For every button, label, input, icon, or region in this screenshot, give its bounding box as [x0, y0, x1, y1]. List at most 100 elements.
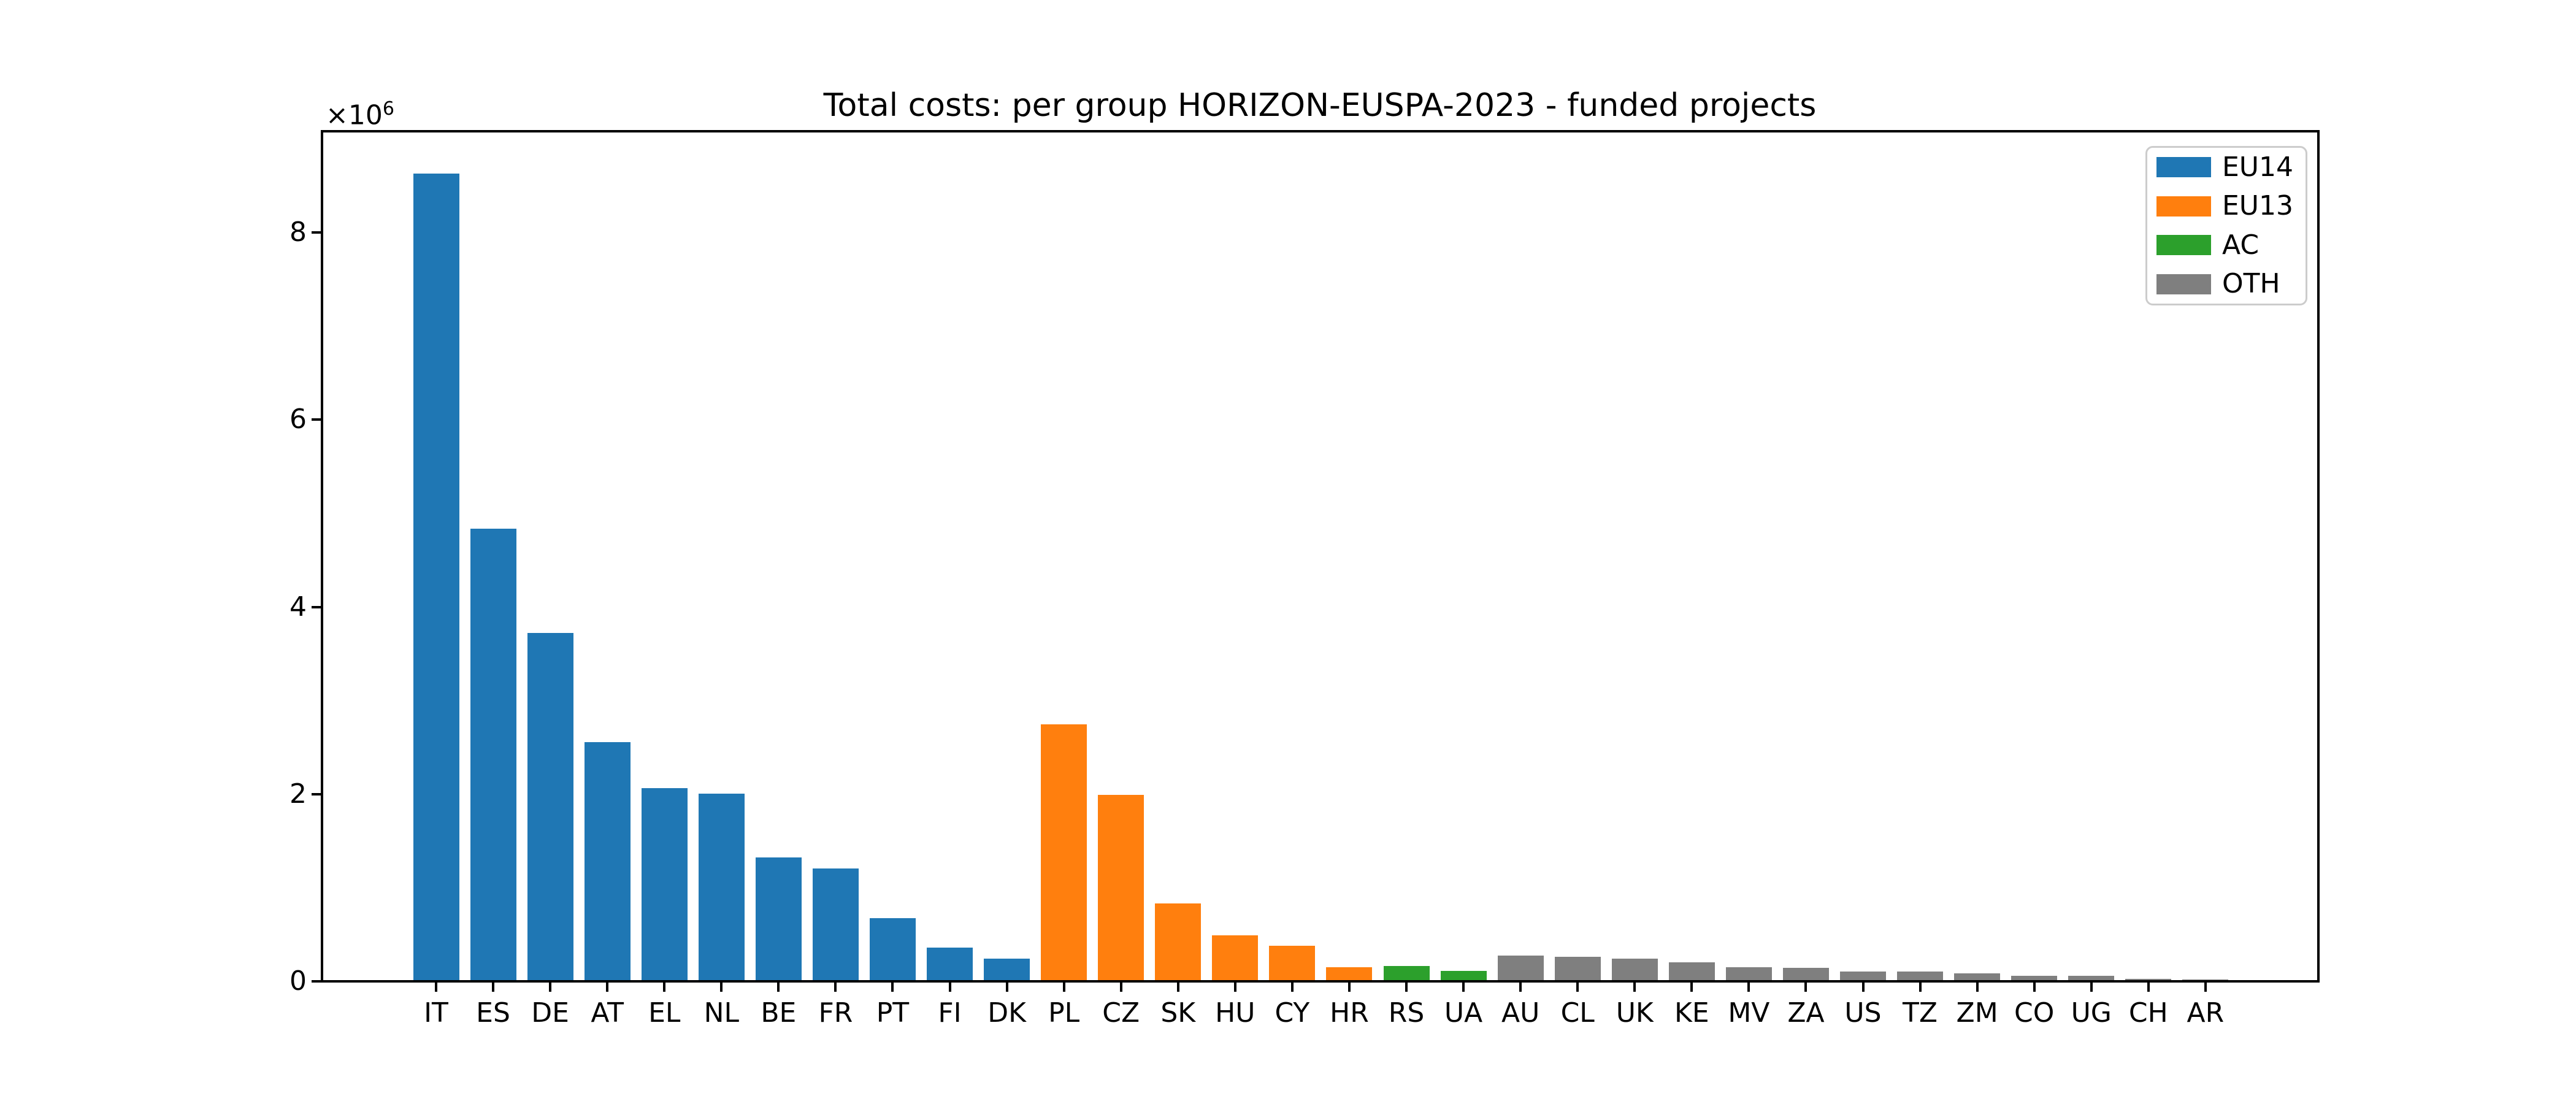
bar-TZ: [1897, 972, 1944, 980]
x-tick-US: [1861, 983, 1865, 992]
bar-AU: [1497, 956, 1544, 980]
y-tick-label-4: 4: [289, 591, 307, 623]
x-tick-label-DK: DK: [987, 997, 1026, 1029]
legend-row-AC: AC: [2147, 226, 2306, 265]
bar-AT: [584, 742, 631, 980]
x-tick-KE: [1690, 983, 1693, 992]
x-tick-CL: [1576, 983, 1579, 992]
x-tick-label-TZ: TZ: [1903, 997, 1938, 1029]
x-tick-label-CZ: CZ: [1102, 997, 1140, 1029]
x-tick-FI: [948, 983, 951, 992]
x-tick-NL: [720, 983, 723, 992]
bar-HU: [1212, 935, 1259, 980]
x-tick-UG: [2090, 983, 2093, 992]
x-tick-UA: [1462, 983, 1465, 992]
bar-KE: [1668, 962, 1715, 980]
x-tick-SK: [1176, 983, 1179, 992]
legend-label-AC: AC: [2222, 229, 2260, 261]
x-tick-EL: [663, 983, 666, 992]
x-tick-BE: [777, 983, 780, 992]
y-tick-label-8: 8: [289, 217, 307, 248]
y-axis-offset-label: ×106: [326, 98, 394, 131]
x-tick-MV: [1747, 983, 1750, 992]
x-tick-label-FI: FI: [938, 997, 962, 1029]
bar-CO: [2011, 976, 2058, 980]
y-tick-0: [312, 980, 321, 983]
x-tick-PT: [891, 983, 894, 992]
legend-row-EU14: EU14: [2147, 148, 2306, 187]
x-tick-TZ: [1919, 983, 1922, 992]
y-tick-label-6: 6: [289, 404, 307, 435]
x-tick-label-PL: PL: [1048, 997, 1080, 1029]
x-tick-label-ZA: ZA: [1787, 997, 1825, 1029]
bar-UK: [1611, 958, 1658, 980]
legend-swatch-OTH: [2156, 274, 2211, 294]
bar-AR: [2182, 979, 2229, 980]
bar-US: [1840, 972, 1886, 980]
bar-CH: [2125, 979, 2172, 980]
x-tick-label-KE: KE: [1674, 997, 1709, 1029]
x-tick-label-DE: DE: [531, 997, 569, 1029]
x-tick-label-PT: PT: [876, 997, 910, 1029]
x-tick-label-FR: FR: [818, 997, 853, 1029]
x-tick-ZA: [1804, 983, 1807, 992]
chart-title: Total costs: per group HORIZON-EUSPA-202…: [823, 87, 1817, 124]
legend-swatch-EU13: [2156, 196, 2211, 217]
x-tick-UK: [1633, 983, 1636, 992]
x-tick-HR: [1347, 983, 1351, 992]
bar-EL: [641, 788, 688, 980]
y-tick-4: [312, 605, 321, 608]
legend-row-OTH: OTH: [2147, 265, 2306, 304]
x-tick-label-SK: SK: [1160, 997, 1196, 1029]
x-tick-label-NL: NL: [703, 997, 740, 1029]
bar-PL: [1041, 724, 1087, 980]
x-tick-label-AU: AU: [1501, 997, 1540, 1029]
x-tick-label-EL: EL: [648, 997, 681, 1029]
bar-FI: [927, 947, 973, 980]
x-tick-CZ: [1119, 983, 1122, 992]
bar-UA: [1440, 970, 1487, 980]
x-tick-label-ES: ES: [476, 997, 510, 1029]
x-tick-ZM: [1976, 983, 1979, 992]
bar-CL: [1554, 956, 1601, 980]
x-tick-HU: [1233, 983, 1236, 992]
x-tick-label-CO: CO: [2014, 997, 2055, 1029]
x-tick-label-HU: HU: [1215, 997, 1255, 1029]
legend-label-EU13: EU13: [2222, 190, 2293, 222]
x-tick-label-CH: CH: [2128, 997, 2168, 1029]
bar-MV: [1725, 967, 1772, 980]
y-tick-8: [312, 231, 321, 234]
y-tick-label-0: 0: [289, 965, 307, 997]
bar-CY: [1269, 945, 1316, 980]
x-tick-CH: [2147, 983, 2150, 992]
x-tick-label-HR: HR: [1330, 997, 1369, 1029]
x-tick-label-RS: RS: [1388, 997, 1425, 1029]
offset-exponent: 6: [382, 98, 394, 120]
x-tick-label-IT: IT: [424, 997, 448, 1029]
legend-label-OTH: OTH: [2222, 268, 2280, 300]
bar-DE: [527, 632, 573, 980]
bar-IT: [413, 173, 459, 980]
bar-DK: [984, 958, 1030, 980]
bar-FR: [812, 868, 859, 980]
bar-BE: [755, 857, 802, 980]
bar-NL: [698, 794, 745, 980]
x-tick-DK: [1005, 983, 1008, 992]
x-tick-label-MV: MV: [1728, 997, 1770, 1029]
legend-label-EU14: EU14: [2222, 151, 2293, 183]
x-tick-ES: [492, 983, 495, 992]
y-tick-6: [312, 418, 321, 421]
x-tick-label-UK: UK: [1616, 997, 1654, 1029]
x-tick-label-CL: CL: [1560, 997, 1595, 1029]
x-tick-AR: [2204, 983, 2207, 992]
x-tick-IT: [435, 983, 437, 992]
bar-HR: [1326, 967, 1373, 980]
x-tick-FR: [834, 983, 837, 992]
legend-swatch-AC: [2156, 235, 2211, 256]
x-tick-label-UA: UA: [1444, 997, 1483, 1029]
x-tick-AT: [606, 983, 609, 992]
x-tick-label-AR: AR: [2187, 997, 2225, 1029]
x-tick-label-ZM: ZM: [1956, 997, 1998, 1029]
bar-ZM: [1954, 973, 2001, 980]
